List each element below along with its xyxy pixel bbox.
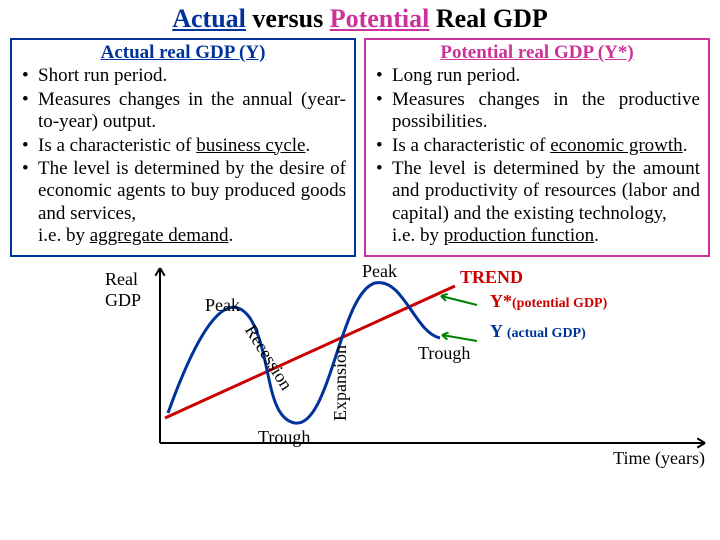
trough-label: Trough <box>418 343 470 364</box>
list-item: Measures changes in the annual (year-to-… <box>38 89 346 134</box>
business-cycle-chart: RealGDP Time (years) Peak Peak Trough Tr… <box>10 263 710 473</box>
expansion-label: Expansion <box>330 345 351 421</box>
potential-list: Long run period. Measures changes in the… <box>374 65 700 247</box>
slide: Actual versus Potential Real GDP Actual … <box>0 0 720 540</box>
title-actual: Actual <box>172 4 246 33</box>
list-item: The level is determined by the desire of… <box>38 158 346 248</box>
potential-box: Potential real GDP (Y*) Long run period.… <box>364 38 710 257</box>
trend-label: TREND <box>460 267 523 288</box>
title-potential: Potential <box>330 4 430 33</box>
y-axis-label: RealGDP <box>105 269 141 311</box>
trough-label: Trough <box>258 427 310 448</box>
y-label: Y (actual GDP) <box>490 321 586 342</box>
potential-heading: Potential real GDP (Y*) <box>374 42 700 64</box>
slide-title: Actual versus Potential Real GDP <box>10 4 710 34</box>
actual-list: Short run period. Measures changes in th… <box>20 65 346 247</box>
actual-heading: Actual real GDP (Y) <box>20 42 346 64</box>
peak-label: Peak <box>205 295 240 316</box>
list-item: Is a characteristic of economic growth. <box>392 135 700 157</box>
list-item: Is a characteristic of business cycle. <box>38 135 346 157</box>
list-item: Long run period. <box>392 65 700 87</box>
actual-box: Actual real GDP (Y) Short run period. Me… <box>10 38 356 257</box>
x-axis-label: Time (years) <box>613 448 705 469</box>
list-item: Measures changes in the productive possi… <box>392 89 700 134</box>
list-item: The level is determined by the amount an… <box>392 158 700 248</box>
ystar-label: Y*(potential GDP) <box>490 291 607 312</box>
list-item: Short run period. <box>38 65 346 87</box>
peak-label: Peak <box>362 261 397 282</box>
columns: Actual real GDP (Y) Short run period. Me… <box>10 38 710 257</box>
